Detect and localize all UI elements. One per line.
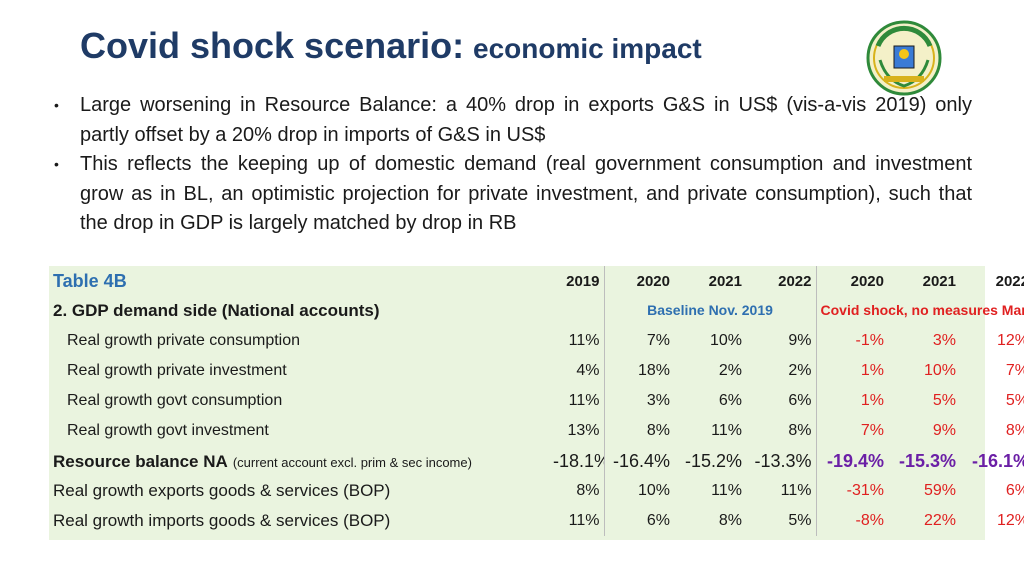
resource-balance-row: Resource balance NA (current account exc… (49, 446, 1024, 476)
table-cell: 12% (996, 332, 1024, 349)
table-cell: 6% (746, 386, 817, 416)
row-label: Real growth govt consumption (67, 392, 283, 409)
year-header: 2020 (636, 272, 670, 290)
table-cell: -16.1% (971, 450, 1024, 471)
table-cell: 10% (637, 482, 670, 499)
table-cell: 8% (549, 476, 605, 506)
table-cell: 7% (860, 422, 884, 439)
table-cell: 6% (718, 392, 742, 409)
table-cell: 11% (549, 506, 605, 536)
table-row: Real growth private consumption 11% 7% 1… (49, 326, 1024, 356)
table-cell: -31% (846, 482, 884, 499)
table-cell: -15.3% (898, 450, 956, 471)
covid-label: Covid shock, no measures Mar.2020 (820, 302, 1024, 318)
table-cell: 1% (860, 362, 884, 379)
data-table: Table 4B 2019 2020 2021 2022 2020 2021 2… (49, 266, 1024, 536)
coat-of-arms-emblem-icon (866, 20, 942, 96)
section-row: 2. GDP demand side (National accounts) B… (49, 296, 1024, 326)
table-cell: -8% (855, 512, 884, 529)
table-row: Real growth imports goods & services (BO… (49, 506, 1024, 536)
table-cell: 2% (746, 356, 817, 386)
table-cell: 59% (923, 482, 956, 499)
table-cell: 8% (1005, 422, 1024, 439)
table-cell: 10% (709, 332, 742, 349)
table-cell: 7% (1005, 362, 1024, 379)
table-cell: -13.3% (746, 446, 817, 476)
table-cell: 11% (711, 482, 742, 499)
bullet-item: • Large worsening in Resource Balance: a … (48, 91, 972, 150)
year-header: 2021 (922, 272, 956, 290)
table-row: Real growth govt investment 13% 8% 11% 8… (49, 416, 1024, 446)
table-cell: 2% (718, 362, 742, 379)
row-label: Real growth govt investment (67, 422, 269, 439)
table-cell: 12% (996, 512, 1024, 529)
table-cell: 22% (923, 512, 956, 529)
year-header: 2022 (746, 266, 817, 296)
table-cell: 8% (746, 416, 817, 446)
year-header: 2019 (549, 266, 605, 296)
table-cell: -16.4% (612, 450, 670, 471)
year-header: 2022 (995, 272, 1024, 290)
table-cell: 10% (923, 362, 956, 379)
row-label: Real growth private consumption (67, 332, 301, 349)
row-label: Real growth exports goods & services (BO… (53, 481, 391, 500)
year-header: 2021 (708, 272, 742, 290)
table-cell: 11% (711, 422, 742, 439)
table-cell: 18% (637, 362, 670, 379)
table-row: Real growth exports goods & services (BO… (49, 476, 1024, 506)
table-cell: 4% (549, 356, 605, 386)
table-cell: 7% (646, 332, 670, 349)
bullet-text: Large worsening in Resource Balance: a 4… (80, 94, 972, 146)
page-title: Covid shock scenario: economic impact (80, 25, 702, 67)
bullet-text: This reflects the keeping up of domestic… (80, 153, 972, 234)
table-cell: 6% (646, 512, 670, 529)
table-cell: -1% (855, 332, 884, 349)
table-cell: 11% (549, 386, 605, 416)
row-label: Real growth imports goods & services (BO… (53, 511, 391, 530)
table-row: Real growth govt consumption 11% 3% 6% 6… (49, 386, 1024, 416)
row-label: Resource balance NA (current account exc… (53, 451, 472, 471)
table-cell: 6% (1005, 482, 1024, 499)
bullet-list: • Large worsening in Resource Balance: a … (48, 91, 972, 239)
title-sub: economic impact (473, 33, 702, 64)
table-cell: 5% (746, 506, 817, 536)
table-4b: Table 4B 2019 2020 2021 2022 2020 2021 2… (49, 266, 1024, 540)
table-cell: 5% (1005, 392, 1024, 409)
table-cell (549, 296, 605, 326)
section-label: 2. GDP demand side (National accounts) (53, 301, 380, 320)
table-title: Table 4B (53, 270, 127, 291)
table-cell: 13% (549, 416, 605, 446)
row-label: Real growth private investment (67, 362, 287, 379)
table-header-row: Table 4B 2019 2020 2021 2022 2020 2021 2… (49, 266, 1024, 296)
bullet-dot-icon: • (54, 156, 59, 172)
table-cell: -19.4% (826, 450, 884, 471)
table-cell: 9% (932, 422, 956, 439)
table-cell: 11% (549, 326, 605, 356)
table-cell: 5% (932, 392, 956, 409)
table-cell: 3% (646, 392, 670, 409)
table-cell: 3% (932, 332, 956, 349)
table-cell: 8% (718, 512, 742, 529)
bullet-item: • This reflects the keeping up of domesti… (48, 150, 972, 239)
table-cell: 8% (646, 422, 670, 439)
baseline-label: Baseline Nov. 2019 (604, 296, 817, 326)
year-header: 2020 (850, 272, 884, 290)
table-cell: 9% (746, 326, 817, 356)
table-cell: -15.2% (684, 450, 742, 471)
table-cell: 11% (746, 476, 817, 506)
bullet-dot-icon: • (54, 97, 59, 113)
title-main: Covid shock scenario: (80, 25, 465, 66)
table-row: Real growth private investment 4% 18% 2%… (49, 356, 1024, 386)
table-cell: -18.1% (549, 446, 605, 476)
table-cell: 1% (860, 392, 884, 409)
